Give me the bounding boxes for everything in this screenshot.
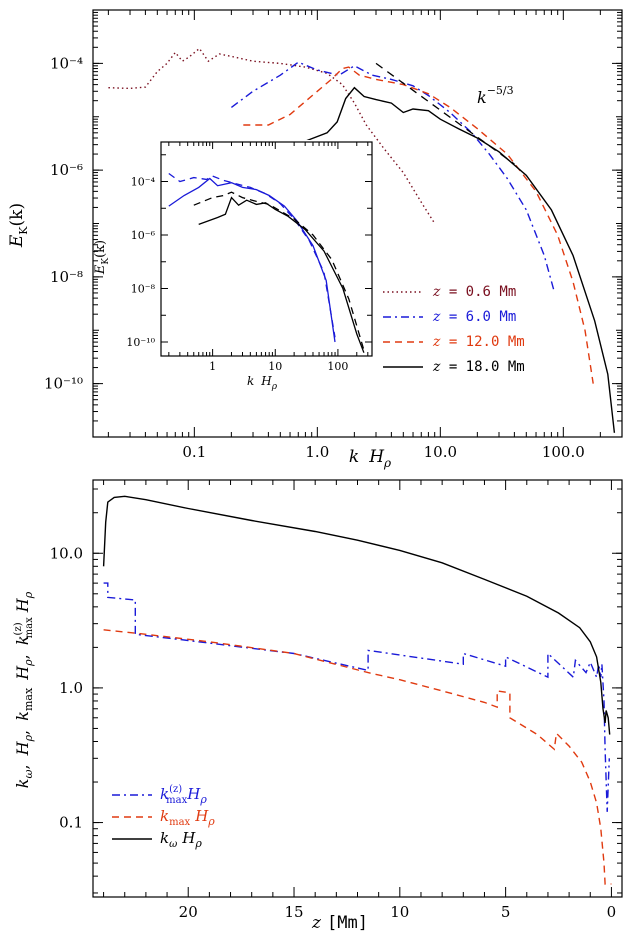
x-tick-label: 15 (284, 903, 303, 921)
y-tick-label: 10⁻¹⁰ (126, 336, 155, 349)
y-tick-label: 10.0 (50, 544, 83, 562)
y-tick-label: 10⁻⁸ (131, 283, 156, 296)
y-tick-label: 10⁻⁶ (50, 161, 83, 179)
bottom-legend-label-0: k(z) maxHρ (160, 784, 207, 806)
y-tick-label: 1.0 (59, 679, 83, 697)
legend-label-1: z = 6.0 Mm (432, 309, 516, 325)
x-tick-label: 10 (390, 903, 409, 921)
series-line-bot-0 (103, 582, 610, 812)
reference-slope-label: k−5/3 (477, 84, 514, 107)
bottom-legend-label-2: kω Hρ (160, 829, 202, 850)
bottom-plot-frame (92, 479, 623, 898)
top-x-axis-label: k Hρ (349, 447, 391, 470)
series-line-inset-0 (168, 172, 336, 338)
x-tick-label: 1 (209, 360, 216, 373)
x-tick-label: 5 (501, 903, 511, 921)
bottom-legend-label-1: kmax Hρ (160, 807, 215, 828)
bottom-axis-ticks: 20 15 10 5 0 0.1 1.0 10.0 (50, 480, 622, 921)
y-tick-label: 10⁻⁶ (131, 229, 156, 242)
top-axis-ticks: 0.1 1.0 10.0 100.0 10⁻⁴ 10⁻⁶ 10⁻⁸ 10⁻¹⁰ (44, 9, 623, 461)
inset-y-axis-label: EK(k) (93, 240, 111, 275)
x-tick-label: 1.0 (305, 443, 329, 461)
inset-background (110, 140, 372, 390)
inset-series-group (168, 172, 365, 353)
series-line-inset-1 (168, 177, 336, 343)
series-line-top-0 (108, 47, 436, 224)
x-tick-label: 20 (179, 903, 198, 921)
top-panel: 0.1 1.0 10.0 100.0 10⁻⁴ 10⁻⁶ 10⁻⁸ 10⁻¹⁰ k−5/3 E… (7, 9, 623, 470)
y-tick-label: 0.1 (59, 814, 83, 832)
series-line-top-3 (268, 86, 616, 433)
inset-plot-frame (160, 141, 373, 357)
reference-slope-line (375, 62, 515, 165)
top-y-axis-label: EK(k) (7, 203, 30, 248)
x-tick-label: 0 (607, 903, 617, 921)
y-tick-label: 10⁻¹⁰ (44, 375, 83, 393)
x-tick-label: 100.0 (542, 443, 585, 461)
series-line-bot-1 (103, 629, 612, 885)
bottom-series-group (102, 495, 612, 885)
y-tick-label: 10⁻⁴ (50, 54, 83, 72)
bottom-panel: 20 15 10 5 0 0.1 1.0 10.0 kω, Hρ, kmax Hρ, k(z)… (13, 479, 623, 933)
x-tick-label: 10 (268, 360, 282, 373)
x-tick-label: 100 (327, 360, 348, 373)
inset-x-axis-label: k Hρ (247, 374, 278, 392)
inset-axis-ticks: 1 10 100 10⁻⁴ 10⁻⁶ 10⁻⁸ 10⁻¹⁰ (126, 142, 372, 373)
bottom-y-axis-label: kω, Hρ, kmax Hρ, k(z)max Hρ (13, 591, 36, 788)
series-line-inset-3 (198, 196, 365, 353)
legend-label-2: z = 12.0 Mm (432, 334, 525, 350)
x-tick-label: 0.1 (182, 443, 206, 461)
x-tick-label: 10.0 (424, 443, 457, 461)
series-line-bot-2 (102, 495, 611, 735)
y-tick-label: 10⁻⁴ (131, 176, 156, 189)
top-legend: z = 0.6 Mm z = 6.0 Mm z = 12.0 Mm z = 18.0 … (383, 284, 525, 375)
series-line-top-2 (243, 66, 594, 384)
bottom-x-axis-label: z [Mm] (311, 913, 368, 933)
y-tick-label: 10⁻⁸ (50, 268, 83, 286)
inset-panel: 1 10 100 10⁻⁴ 10⁻⁶ 10⁻⁸ 10⁻¹⁰ EK(k) k Hρ (93, 140, 373, 392)
legend-label-3: z = 18.0 Mm (432, 359, 525, 375)
legend-label-0: z = 0.6 Mm (432, 284, 516, 300)
